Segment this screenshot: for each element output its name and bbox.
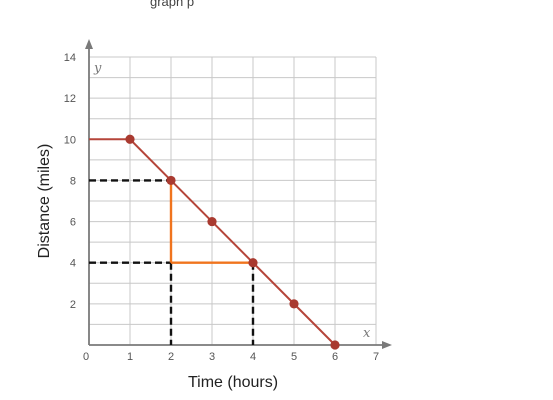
data-point: [166, 175, 176, 186]
x-axis-arrow: [382, 341, 392, 349]
slope-triangle: [169, 180, 253, 264]
cropped-header-text: graph p: [150, 0, 194, 9]
x-axis-variable: x: [363, 326, 371, 341]
data-point: [125, 134, 135, 144]
x-tick-label: 6: [332, 351, 338, 363]
y-tick-label: 14: [64, 52, 76, 64]
dashed-guides: [89, 179, 255, 345]
x-tick-label: 2: [168, 351, 174, 363]
data-point: [330, 340, 340, 350]
x-tick-label: 1: [127, 351, 133, 363]
y-tick-label: 8: [70, 175, 76, 187]
y-tick-label: 10: [64, 134, 76, 146]
y-axis-variable: y: [93, 61, 102, 76]
y-tick-label: 6: [70, 217, 76, 229]
x-tick-label: 0: [83, 351, 89, 363]
x-tick-label: 4: [250, 351, 256, 363]
y-axis-arrow: [85, 39, 93, 49]
y-tick-label: 12: [64, 93, 76, 105]
y-tick-label: 2: [70, 299, 76, 311]
y-axis-title: Distance (miles): [36, 144, 53, 259]
x-axis-title: Time (hours): [188, 374, 278, 391]
x-tick-label: 3: [209, 351, 215, 363]
data-point: [248, 258, 258, 268]
data-point: [207, 216, 217, 227]
axes: [85, 39, 392, 349]
series: [89, 134, 340, 350]
y-tick-label: 4: [70, 258, 76, 270]
x-tick-label: 7: [373, 351, 379, 363]
data-point: [289, 299, 299, 309]
grid: [89, 56, 377, 345]
x-tick-label: 5: [291, 351, 297, 363]
